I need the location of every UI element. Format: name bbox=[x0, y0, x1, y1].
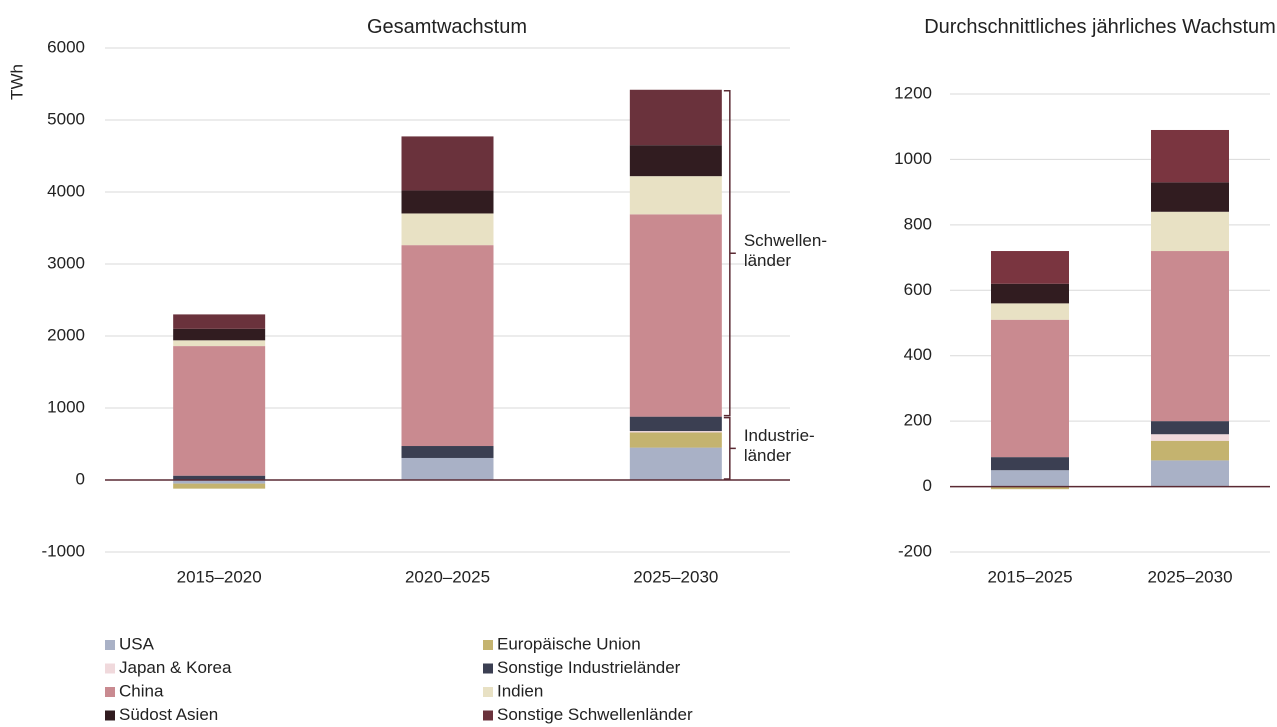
legend-label: Sonstige Industrieländer bbox=[497, 658, 681, 677]
bar-segment bbox=[401, 190, 494, 214]
bar-segment bbox=[173, 328, 266, 341]
bar-segment bbox=[991, 470, 1069, 487]
legend-label: Europäische Union bbox=[497, 634, 641, 653]
bar-segment bbox=[1151, 211, 1229, 252]
legend-label: Japan & Korea bbox=[119, 658, 232, 677]
bar-segment bbox=[173, 346, 266, 476]
x-tick-label: 2015–2020 bbox=[177, 567, 262, 586]
bracket bbox=[723, 90, 736, 417]
bar-segment bbox=[629, 89, 722, 146]
bar-segment bbox=[629, 416, 722, 432]
legend-label: Sonstige Schwellenländer bbox=[497, 705, 693, 724]
bar-segment bbox=[991, 457, 1069, 471]
legend-label: USA bbox=[119, 634, 155, 653]
y-tick-label: 1000 bbox=[894, 149, 932, 168]
bar-segment bbox=[173, 340, 266, 347]
y-tick-label: 4000 bbox=[47, 181, 85, 200]
bar-segment bbox=[173, 480, 266, 484]
y-tick-label: 600 bbox=[904, 280, 932, 299]
chart-title: Gesamtwachstum bbox=[366, 16, 528, 38]
y-tick-label: -200 bbox=[898, 541, 932, 560]
bar-segment bbox=[1151, 421, 1229, 435]
bar-segment bbox=[1151, 460, 1229, 487]
bar-segment bbox=[1151, 182, 1229, 212]
bar-segment bbox=[629, 176, 722, 215]
y-tick-label: 5000 bbox=[47, 109, 85, 128]
y-tick-label: -1000 bbox=[42, 541, 85, 560]
legend-label: Indien bbox=[497, 681, 543, 700]
legend-swatch bbox=[483, 710, 493, 721]
legend-swatch bbox=[105, 710, 115, 721]
x-tick-label: 2025–2030 bbox=[1147, 567, 1232, 586]
bar-segment bbox=[401, 245, 494, 447]
legend-swatch bbox=[483, 687, 493, 697]
y-axis-label: TWh bbox=[7, 64, 26, 100]
bar-segment bbox=[173, 475, 266, 480]
legend-swatch bbox=[105, 687, 115, 697]
bar-segment bbox=[1151, 251, 1229, 422]
legend-label: China bbox=[119, 681, 164, 700]
bar-segment bbox=[1151, 434, 1229, 441]
bar-segment bbox=[401, 457, 494, 480]
annotation: Industrie-länder bbox=[743, 426, 815, 466]
y-tick-label: 6000 bbox=[47, 37, 85, 56]
bar-segment bbox=[991, 303, 1069, 320]
bar-segment bbox=[173, 483, 266, 489]
bar-segment bbox=[173, 314, 266, 329]
legend-swatch bbox=[105, 663, 115, 674]
y-tick-label: 2000 bbox=[47, 325, 85, 344]
y-tick-label: 800 bbox=[904, 214, 932, 233]
x-tick-label: 2025–2030 bbox=[633, 567, 718, 586]
bar-segment bbox=[401, 446, 494, 458]
bar-segment bbox=[629, 214, 722, 417]
bar-segment bbox=[629, 447, 722, 480]
legend-swatch bbox=[483, 640, 493, 650]
bar-segment bbox=[1151, 129, 1229, 183]
bar-segment bbox=[629, 145, 722, 177]
legend-swatch bbox=[483, 663, 493, 674]
y-tick-label: 400 bbox=[904, 345, 932, 364]
y-tick-label: 0 bbox=[923, 476, 932, 495]
bar-segment bbox=[991, 251, 1069, 284]
x-tick-label: 2015–2025 bbox=[987, 567, 1072, 586]
bar-segment bbox=[1151, 440, 1229, 461]
y-tick-label: 1200 bbox=[894, 83, 932, 102]
bracket bbox=[723, 416, 736, 480]
y-tick-label: 1000 bbox=[47, 397, 85, 416]
bar-segment bbox=[629, 431, 722, 433]
legend-label: Südost Asien bbox=[119, 705, 218, 724]
y-tick-label: 200 bbox=[904, 411, 932, 430]
bar-segment bbox=[991, 486, 1069, 490]
bar-segment bbox=[991, 319, 1069, 458]
annotation: Schwellen-länder bbox=[743, 231, 827, 271]
bar-segment bbox=[401, 136, 494, 191]
bar-segment bbox=[629, 432, 722, 448]
chart-title: Durchschnittliches jährliches Wachstum bbox=[924, 16, 1276, 38]
legend-swatch bbox=[105, 640, 115, 650]
y-tick-label: 3000 bbox=[47, 253, 85, 272]
x-tick-label: 2020–2025 bbox=[405, 567, 490, 586]
y-tick-label: 0 bbox=[76, 469, 85, 488]
bar-segment bbox=[401, 213, 494, 246]
bar-segment bbox=[991, 283, 1069, 304]
